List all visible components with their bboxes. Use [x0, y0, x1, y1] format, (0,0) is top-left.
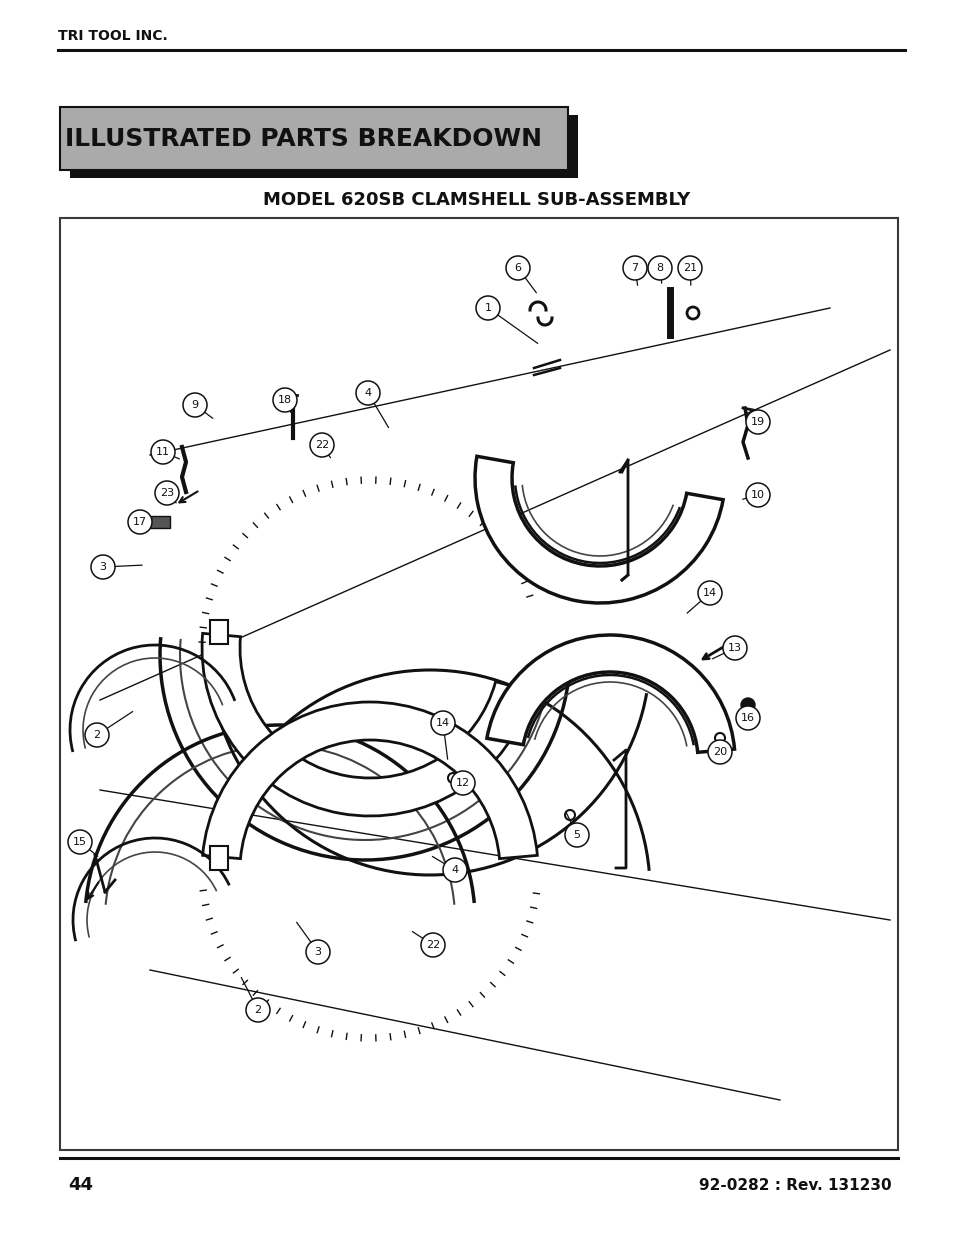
Polygon shape	[210, 846, 228, 869]
Circle shape	[451, 771, 475, 795]
Text: 92-0282 : Rev. 131230: 92-0282 : Rev. 131230	[699, 1177, 891, 1193]
FancyBboxPatch shape	[70, 115, 578, 178]
Circle shape	[505, 256, 530, 280]
Text: 13: 13	[727, 643, 741, 653]
Text: 11: 11	[156, 447, 170, 457]
Text: ILLUSTRATED PARTS BREAKDOWN: ILLUSTRATED PARTS BREAKDOWN	[65, 127, 541, 151]
Text: 21: 21	[682, 263, 697, 273]
Circle shape	[85, 722, 109, 747]
Text: 6: 6	[514, 263, 521, 273]
Circle shape	[310, 433, 334, 457]
Text: 44: 44	[68, 1176, 92, 1194]
Circle shape	[154, 480, 179, 505]
Circle shape	[420, 932, 444, 957]
Text: 19: 19	[750, 417, 764, 427]
Wedge shape	[475, 456, 722, 603]
Circle shape	[128, 510, 152, 534]
Wedge shape	[202, 634, 532, 816]
Text: 10: 10	[750, 490, 764, 500]
Bar	[60, 219, 897, 1150]
FancyBboxPatch shape	[60, 107, 567, 170]
Polygon shape	[210, 620, 228, 643]
Circle shape	[564, 823, 588, 847]
Text: 12: 12	[456, 778, 470, 788]
Circle shape	[735, 706, 760, 730]
Circle shape	[431, 711, 455, 735]
Circle shape	[722, 636, 746, 659]
Circle shape	[151, 440, 174, 464]
Circle shape	[91, 555, 115, 579]
Text: 15: 15	[73, 837, 87, 847]
Circle shape	[183, 393, 207, 417]
Bar	[150, 516, 170, 529]
Circle shape	[678, 256, 701, 280]
Circle shape	[355, 382, 379, 405]
Circle shape	[698, 580, 721, 605]
Circle shape	[564, 810, 575, 820]
Text: MODEL 620SB CLAMSHELL SUB-ASSEMBLY: MODEL 620SB CLAMSHELL SUB-ASSEMBLY	[263, 191, 690, 209]
Circle shape	[273, 388, 296, 412]
Text: 4: 4	[451, 864, 458, 876]
Text: 8: 8	[656, 263, 663, 273]
Circle shape	[647, 256, 671, 280]
Circle shape	[68, 830, 91, 853]
Circle shape	[476, 296, 499, 320]
Text: 17: 17	[132, 517, 147, 527]
Text: 22: 22	[425, 940, 439, 950]
Text: 14: 14	[702, 588, 717, 598]
Text: 16: 16	[740, 713, 754, 722]
Circle shape	[707, 740, 731, 764]
Circle shape	[448, 773, 457, 783]
Text: 7: 7	[631, 263, 638, 273]
Text: 5: 5	[573, 830, 579, 840]
Wedge shape	[202, 701, 537, 858]
Text: 9: 9	[192, 400, 198, 410]
Circle shape	[745, 483, 769, 508]
Text: 1: 1	[484, 303, 491, 312]
Text: 23: 23	[160, 488, 173, 498]
Text: 2: 2	[254, 1005, 261, 1015]
Text: 14: 14	[436, 718, 450, 727]
Text: 20: 20	[712, 747, 726, 757]
Text: 22: 22	[314, 440, 329, 450]
Text: TRI TOOL INC.: TRI TOOL INC.	[58, 28, 168, 43]
Circle shape	[246, 998, 270, 1023]
Circle shape	[714, 734, 724, 743]
Wedge shape	[486, 635, 734, 752]
Circle shape	[622, 256, 646, 280]
Circle shape	[442, 858, 467, 882]
Circle shape	[740, 698, 754, 713]
Text: 3: 3	[314, 947, 321, 957]
Circle shape	[306, 940, 330, 965]
Circle shape	[745, 410, 769, 433]
Text: 4: 4	[364, 388, 371, 398]
Text: 3: 3	[99, 562, 107, 572]
Text: 18: 18	[277, 395, 292, 405]
Text: 2: 2	[93, 730, 100, 740]
Circle shape	[686, 308, 699, 319]
